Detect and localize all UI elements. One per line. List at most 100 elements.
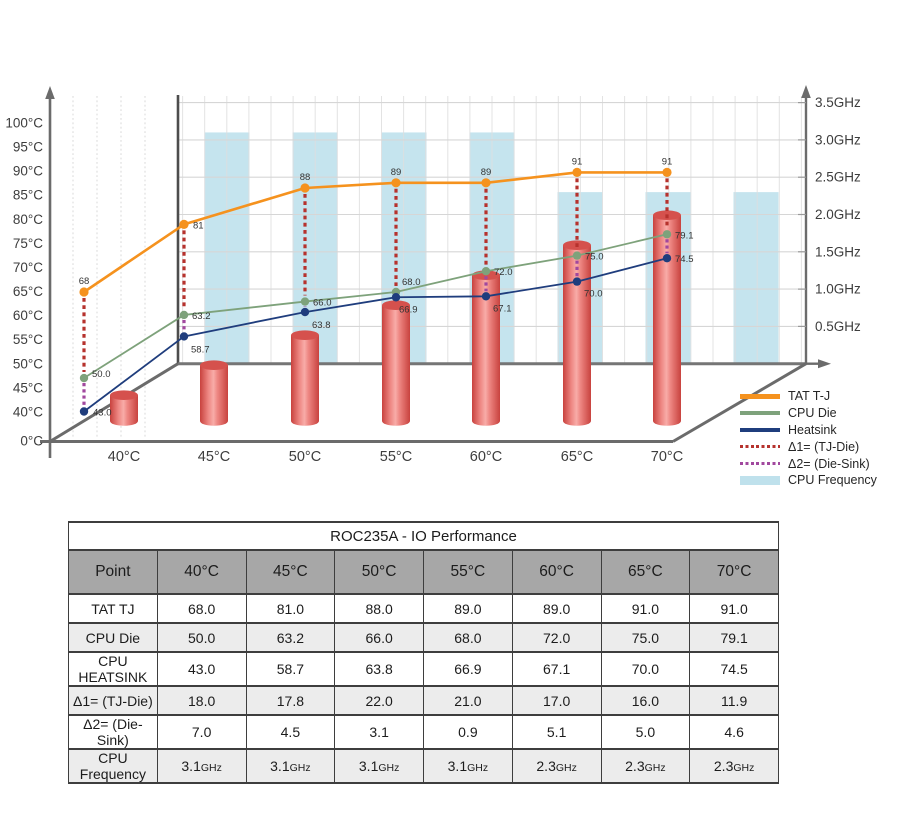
right-axis-label: 3.5GHz [815, 95, 861, 110]
ambient-temp-cylinder-bottom [291, 416, 319, 426]
unit-label: GHz [289, 762, 311, 774]
table-row: Δ1= (TJ-Die) 18.0 17.8 22.0 21.0 17.0 16.0 11.9 [68, 685, 779, 716]
table-row-label: CPU HEATSINK [68, 651, 158, 687]
table-cell: 70.0 [600, 651, 691, 687]
table-cell: 11.9 [689, 685, 779, 716]
x-axis-label: 70°C [651, 449, 683, 465]
left-axis-arrow [45, 86, 55, 99]
left-axis-label: 90°C [13, 164, 43, 179]
table-cell: 72.0 [511, 622, 602, 653]
legend-label: TAT T-J [788, 389, 831, 404]
right-axis-label: 3.0GHz [815, 132, 861, 147]
cpu-die-point [79, 373, 89, 383]
heatsink-value-label: 67.1 [493, 303, 512, 314]
table-cell: 16.0 [600, 685, 691, 716]
table-cell: 91.0 [689, 593, 779, 624]
left-axis-label: 100°C [5, 115, 43, 130]
tat-tj-point [179, 219, 189, 229]
combo-3d-chart: 0°C 40°C 45°C 50°C 55°C 60°C 65°C 70°C 75°C 80°C 8… [5, 85, 861, 465]
ambient-temp-cylinder-bottom [382, 416, 410, 426]
table-cell: 79.1 [689, 622, 779, 653]
legend-label: Δ1= (TJ-Die) [788, 439, 860, 454]
cpu-die-point [481, 267, 491, 276]
unit-label: GHz [200, 762, 222, 774]
cpu-die-value-label: 63.2 [192, 311, 211, 322]
unit-label: GHz [733, 762, 755, 774]
heatsink-point [481, 292, 491, 301]
left-axis-label: 80°C [13, 212, 43, 227]
left-axis-label: 55°C [13, 332, 43, 347]
left-axis-label: 45°C [13, 380, 43, 395]
heatsink-value-label: 63.8 [312, 320, 331, 331]
table-row-label: Δ2= (Die-Sink) [68, 714, 158, 750]
table-cell: 74.5 [689, 651, 779, 687]
table-cell: 63.2 [245, 622, 336, 653]
heatsink-value-label: 66.9 [399, 304, 418, 315]
ambient-temp-cylinder-body [291, 335, 319, 421]
legend-item: CPU Frequency [740, 472, 877, 489]
cpu-die-value-label: 50.0 [92, 369, 111, 380]
legend-line-swatch [740, 394, 780, 399]
ambient-temp-cylinder-body [382, 305, 410, 421]
tat-tj-point [391, 178, 401, 188]
tat-tj-value-label: 81 [193, 220, 204, 231]
heatsink-point [391, 293, 401, 302]
ambient-temp-cylinder-bottom [110, 416, 138, 426]
right-axis-label: 2.0GHz [815, 207, 861, 222]
legend-item: CPU Die [740, 405, 877, 422]
left-axis-label: 85°C [13, 188, 43, 203]
cpu-die-point [572, 251, 582, 260]
heatsink-point [572, 277, 582, 286]
ambient-temp-cylinder-top [291, 330, 319, 341]
left-axis-label: 70°C [13, 260, 43, 275]
legend-bar-swatch [740, 475, 780, 485]
heatsink-value-label: 43.0 [93, 408, 112, 419]
table-cell: 18.0 [156, 685, 247, 716]
table-cell: 66.9 [423, 651, 513, 687]
ambient-temp-cylinder-bottom [472, 416, 500, 426]
table-title: ROC235A - IO Performance [68, 521, 779, 551]
x-axis-label: 60°C [470, 449, 502, 465]
cpu-die-value-label: 79.1 [675, 230, 694, 241]
legend-item: Δ1= (TJ-Die) [740, 438, 877, 455]
table-header-cell: 65°C [600, 549, 691, 595]
tat-tj-value-label: 68 [79, 276, 90, 287]
table-cell: 3.1GHz [334, 748, 424, 784]
table-cell: 68.0 [156, 593, 247, 624]
heatsink-value-label: 74.5 [675, 254, 694, 265]
table-cell: 3.1GHz [423, 748, 513, 784]
tat-tj-point [481, 178, 491, 188]
cpu-frequency-bar [733, 192, 779, 364]
legend-line-swatch [740, 427, 780, 433]
table-cell: 68.0 [423, 622, 513, 653]
legend-item: Δ2= (Die-Sink) [740, 455, 877, 472]
tat-tj-value-label: 91 [572, 156, 583, 167]
table-cell: 4.5 [245, 714, 336, 750]
table-cell: 89.0 [511, 593, 602, 624]
legend-label: Δ2= (Die-Sink) [788, 456, 870, 471]
io-performance-table: ROC235A - IO Performance Point 40°C 45°C 50… [68, 521, 779, 784]
unit-label: GHz [644, 762, 666, 774]
ambient-temp-cylinder-top [110, 390, 138, 401]
table-row: Δ2= (Die-Sink) 7.0 4.5 3.1 0.9 5.1 5.0 4.6 [68, 714, 779, 750]
heatsink-value-label: 58.7 [191, 344, 210, 355]
x-axis-label: 50°C [289, 449, 321, 465]
table-cell: 3.1 [334, 714, 424, 750]
heatsink-point [179, 332, 189, 341]
heatsink-point [79, 407, 89, 416]
table-header-cell: 60°C [511, 549, 602, 595]
left-axis-label: 60°C [13, 308, 43, 323]
table-cell: 89.0 [423, 593, 513, 624]
table-cell: 67.1 [511, 651, 602, 687]
table-row-label: CPU Die [68, 622, 158, 653]
cpu-die-value-label: 66.0 [313, 298, 332, 309]
table-cell: 17.8 [245, 685, 336, 716]
depth-axis-arrow [818, 359, 831, 369]
table-cell: 21.0 [423, 685, 513, 716]
tat-tj-point [662, 167, 672, 177]
tat-tj-point [79, 287, 89, 297]
table-cell: 22.0 [334, 685, 424, 716]
table-row: TAT TJ 68.0 81.0 88.0 89.0 89.0 91.0 91.0 [68, 593, 779, 624]
legend-line-swatch [740, 410, 780, 416]
table-row: CPU HEATSINK 43.0 58.7 63.8 66.9 67.1 70.0 74.5 [68, 651, 779, 687]
